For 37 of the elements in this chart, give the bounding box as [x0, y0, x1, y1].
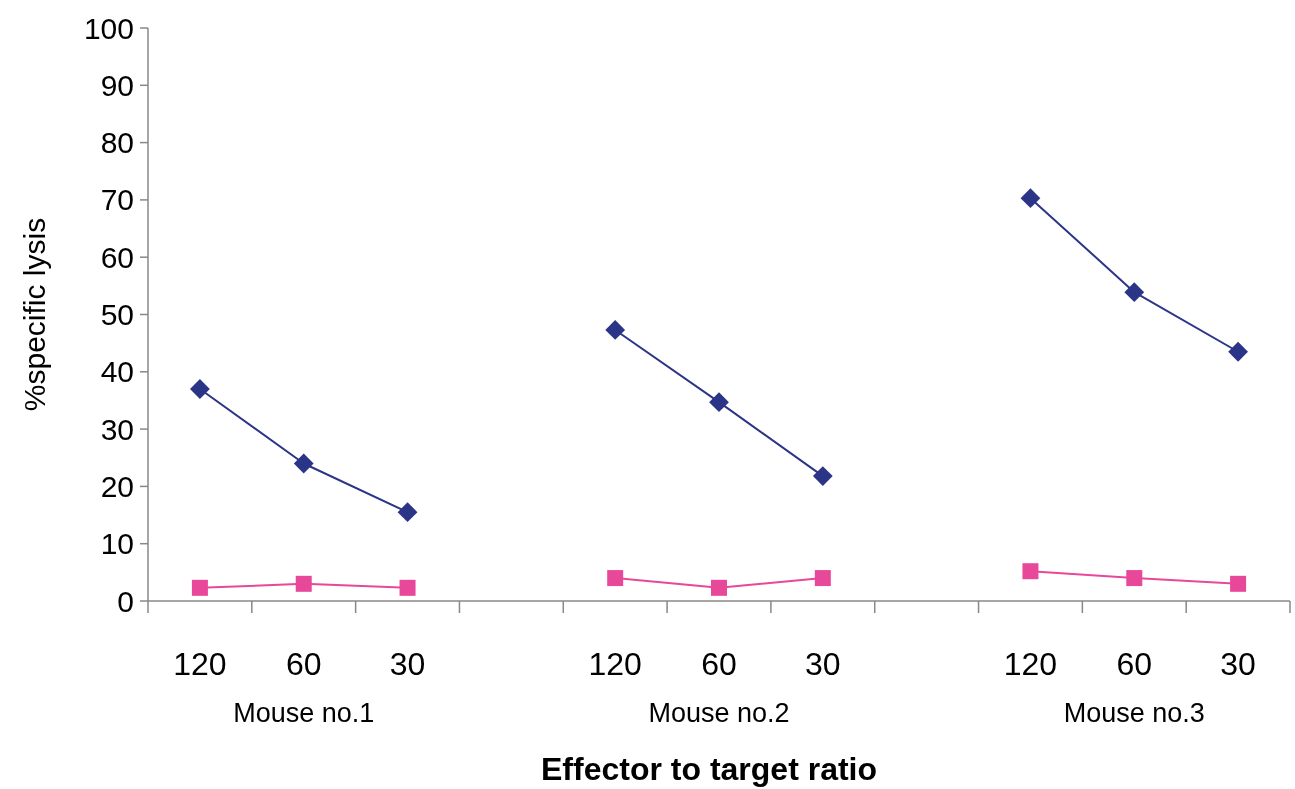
x-tick-label: 30 [389, 646, 426, 682]
point [1126, 570, 1143, 587]
y-tick-label: 70 [100, 183, 134, 217]
point [709, 392, 729, 413]
x-tick-label: 60 [701, 646, 737, 682]
y-tick-label: 90 [100, 68, 134, 102]
point [814, 570, 831, 587]
point [293, 453, 314, 474]
x-tick-label: 60 [1116, 646, 1153, 682]
text: Mouse no.3 [1063, 698, 1205, 728]
x-tick-label: 30 [805, 646, 841, 682]
y-tick-label: 0 [117, 584, 134, 618]
point [1022, 563, 1039, 580]
y-tick-label: 50 [100, 298, 134, 331]
x-tick-label: 120 [173, 646, 227, 682]
point [607, 570, 624, 587]
point [1230, 575, 1247, 592]
y-tick-label: 20 [100, 469, 134, 503]
point [399, 579, 416, 596]
y-tick-label: 10 [100, 527, 134, 561]
x-tick-label: 30 [1220, 646, 1256, 682]
text: Mouse no.1 [233, 698, 375, 728]
y-tick-label: 80 [100, 126, 134, 160]
y-tick-label: 30 [100, 412, 134, 446]
text: Mouse no.2 [648, 698, 790, 728]
x-tick-label: 120 [1003, 646, 1058, 682]
point [295, 575, 312, 592]
x-tick-label: 120 [588, 646, 642, 682]
point [1124, 282, 1145, 303]
y-tick-label: 60 [100, 240, 134, 274]
x-tick-label: 60 [285, 646, 322, 682]
y-tick-label: 100 [83, 11, 134, 45]
x-axis-title: Effector to target ratio [540, 751, 878, 787]
point [191, 579, 208, 596]
y-axis-title: %specific lysis [18, 217, 51, 412]
y-tick-label: 40 [100, 355, 134, 389]
point [711, 579, 727, 596]
